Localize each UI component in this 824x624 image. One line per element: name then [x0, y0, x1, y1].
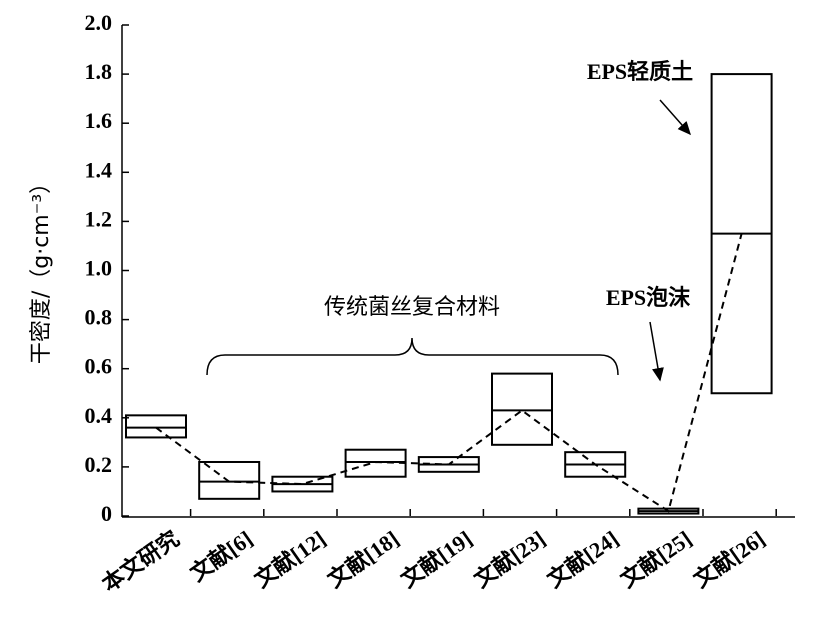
range-box	[125, 414, 187, 439]
y-tick-label: 0	[101, 501, 112, 526]
range-box	[344, 448, 407, 478]
y-tick-label: 1.6	[85, 108, 113, 133]
annotation: EPS泡沫	[606, 285, 691, 310]
range-box	[491, 372, 553, 446]
y-tick-label: 1.8	[85, 59, 113, 84]
x-tick-label: 文献[19]	[396, 526, 476, 593]
y-axis-label: 干密度/（g·cm⁻³）	[29, 172, 54, 364]
median-trend	[155, 233, 743, 513]
range-box	[198, 460, 261, 500]
y-tick-label: 0.2	[85, 452, 113, 477]
x-tick-label: 文献[25]	[616, 526, 696, 593]
brace	[206, 337, 619, 376]
y-tick-label: 0.6	[85, 354, 113, 379]
y-tick-label: 1.4	[85, 157, 113, 182]
y-tick-label: 2.0	[85, 10, 113, 35]
y-tick-label: 1.2	[85, 206, 113, 231]
x-tick-label: 文献[23]	[469, 526, 549, 593]
x-tick-label: 文献[6]	[186, 526, 257, 586]
x-tick-label: 本文研究	[97, 526, 183, 597]
x-tick-label: 文献[26]	[689, 526, 769, 593]
y-tick-label: 1.0	[85, 256, 113, 281]
arrow	[659, 99, 691, 136]
x-tick-label: 文献[24]	[543, 526, 623, 593]
annotation: 传统菌丝复合材料	[324, 295, 500, 320]
x-tick-label: 文献[12]	[250, 526, 330, 593]
y-tick-label: 0.8	[85, 305, 113, 330]
y-tick-label: 0.4	[85, 403, 113, 428]
x-tick-label: 文献[18]	[323, 526, 403, 593]
arrow	[649, 321, 664, 382]
annotation: EPS轻质土	[587, 59, 693, 84]
